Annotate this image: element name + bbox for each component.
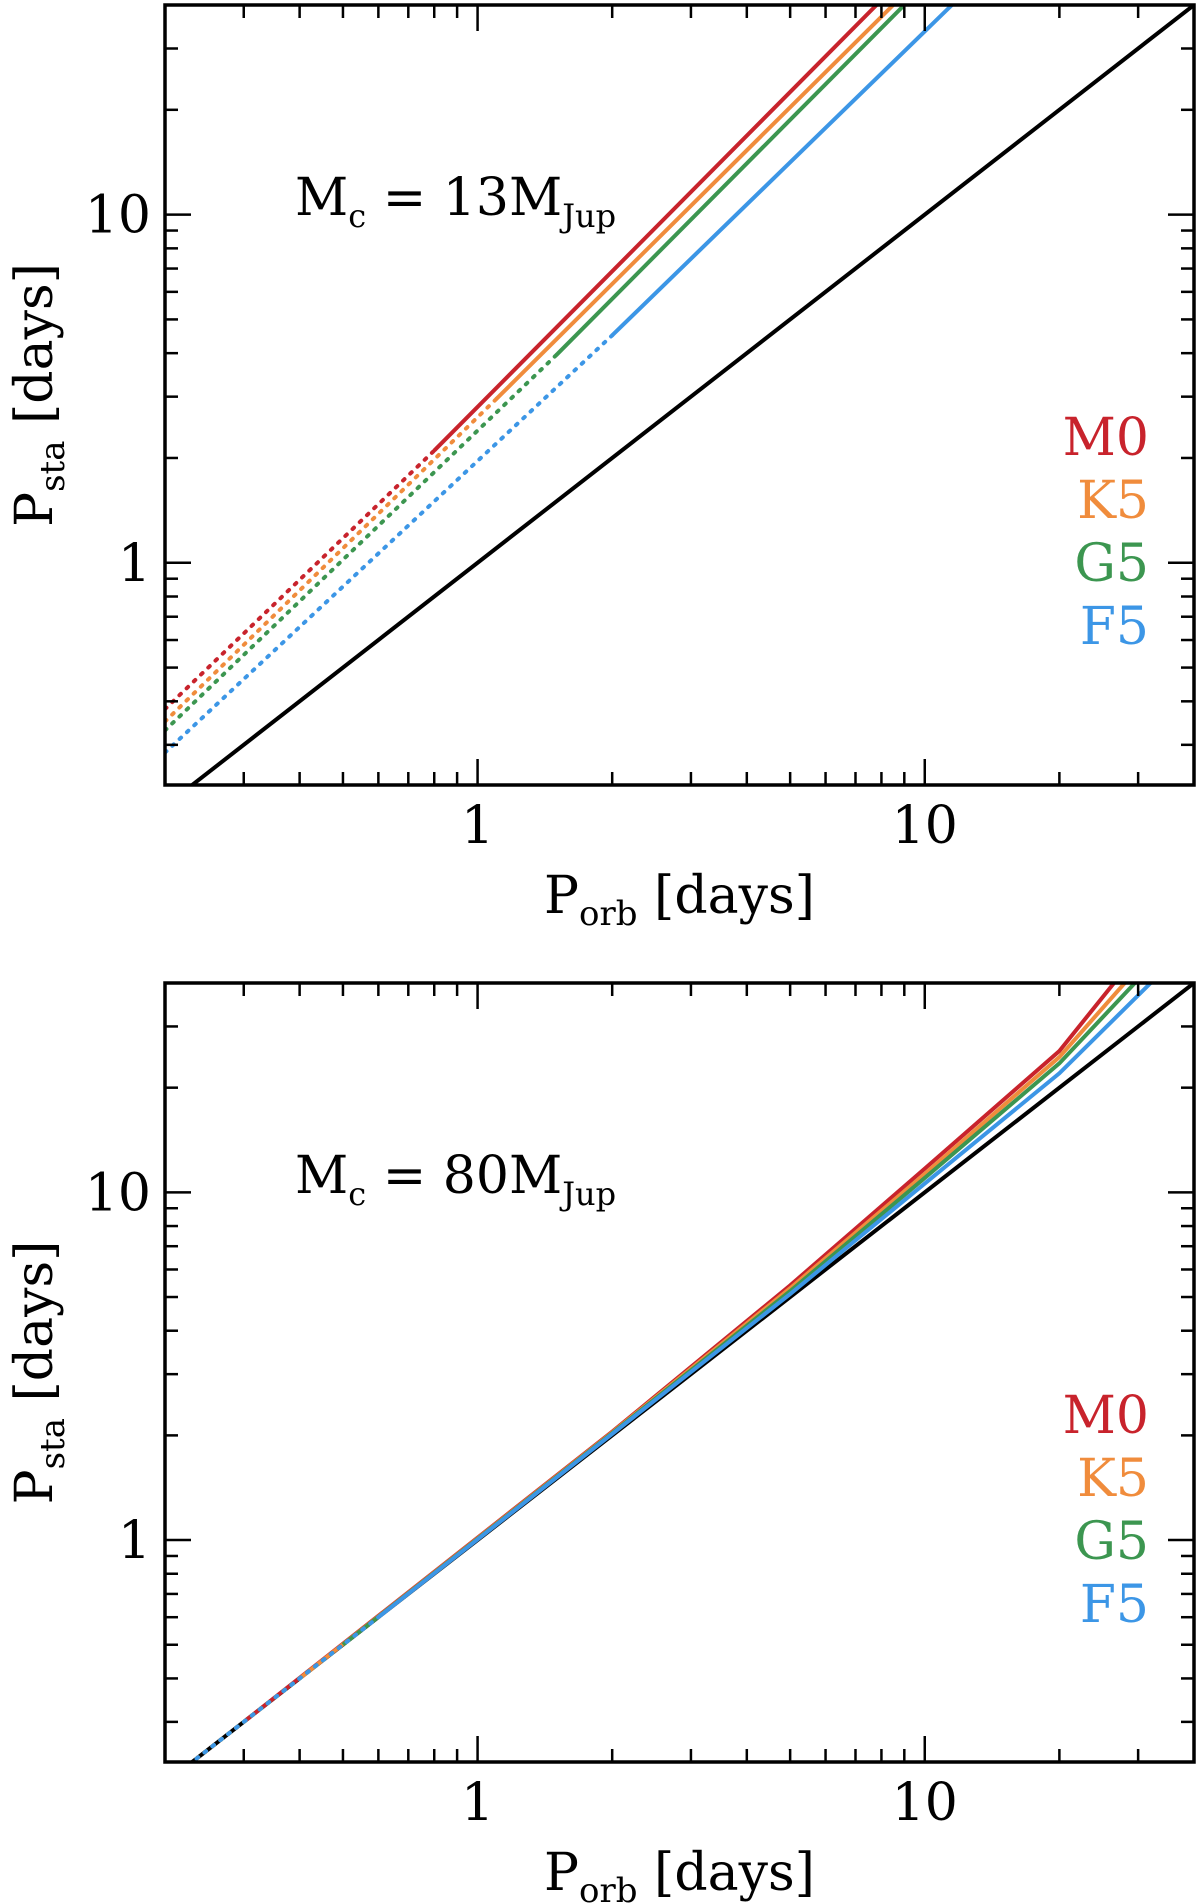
x-tick-label-10: 10 bbox=[892, 1773, 958, 1833]
annotation-value: = 80M bbox=[366, 1146, 562, 1206]
x-axis-label: Porb [days] bbox=[544, 866, 815, 934]
legend-m0: M0 bbox=[1063, 408, 1149, 468]
annotation-m: M bbox=[295, 1146, 348, 1206]
plot-curves bbox=[188, 983, 1194, 1762]
legend-m0: M0 bbox=[1063, 1386, 1149, 1446]
y-tick-label-10: 10 bbox=[85, 1163, 151, 1223]
series-g5-solid bbox=[341, 983, 1137, 1647]
annotation-sub-jup: Jup bbox=[559, 197, 616, 235]
legend-g5: G5 bbox=[1074, 534, 1149, 594]
legend-g5: G5 bbox=[1074, 1512, 1149, 1572]
series-f5-solid bbox=[610, 5, 954, 337]
plot-frame bbox=[163, 981, 1196, 1764]
reference-line bbox=[188, 5, 1194, 785]
series-f5-solid bbox=[377, 983, 1153, 1619]
series-f5-dotted bbox=[165, 333, 615, 755]
y-axis-label: Psta [days] bbox=[5, 263, 73, 527]
series-g5-dotted bbox=[165, 353, 559, 733]
legend-k5: K5 bbox=[1077, 471, 1149, 531]
x-axis-label-sub: orb bbox=[579, 1871, 638, 1903]
y-axis-label: Psta [days] bbox=[5, 1241, 73, 1505]
x-axis-label-main: P bbox=[544, 1843, 579, 1903]
series-m0-dotted bbox=[165, 448, 437, 712]
y-tick-label-10: 10 bbox=[85, 186, 151, 246]
series-k5-solid bbox=[494, 5, 895, 401]
series-k5-dotted bbox=[165, 397, 499, 724]
series-k5-solid bbox=[298, 983, 1127, 1681]
x-axis-label-rest: [days] bbox=[638, 866, 815, 926]
annotation-sub-jup: Jup bbox=[559, 1175, 616, 1213]
y-axis-label-main: P bbox=[5, 492, 65, 527]
y-tick-label-1: 1 bbox=[118, 1511, 151, 1571]
x-axis-label: Porb [days] bbox=[544, 1843, 815, 1903]
x-tick-label-1: 1 bbox=[461, 796, 494, 856]
mass-annotation: Mc = 80MJup bbox=[295, 1146, 616, 1213]
plot-frame bbox=[163, 3, 1196, 787]
x-axis-label-main: P bbox=[544, 866, 579, 926]
annotation-m: M bbox=[295, 168, 348, 228]
legend-f5: F5 bbox=[1080, 1575, 1149, 1635]
x-axis-label-rest: [days] bbox=[638, 1843, 815, 1903]
x-tick-label-1: 1 bbox=[461, 1773, 494, 1833]
annotation-value: = 13M bbox=[366, 168, 562, 228]
tick-marks bbox=[163, 981, 1196, 1762]
series-g5-solid bbox=[554, 5, 906, 357]
y-axis-label-sub: sta bbox=[33, 441, 73, 492]
y-axis-label-sub: sta bbox=[33, 1418, 73, 1469]
x-tick-label-10: 10 bbox=[892, 796, 958, 856]
tick-marks bbox=[163, 3, 1196, 785]
y-axis-label-main: P bbox=[5, 1469, 65, 1504]
annotation-sub-c: c bbox=[348, 197, 366, 235]
y-axis-label-rest: [days] bbox=[5, 1241, 65, 1418]
x-axis-label-sub: orb bbox=[579, 894, 638, 934]
series-m0-solid bbox=[242, 983, 1116, 1724]
y-axis-label-rest: [days] bbox=[5, 263, 65, 440]
plot-curves bbox=[165, 5, 1194, 785]
y-tick-label-1: 1 bbox=[118, 534, 151, 594]
mass-annotation: Mc = 13MJup bbox=[295, 168, 616, 235]
annotation-sub-c: c bbox=[348, 1175, 366, 1213]
legend-f5: F5 bbox=[1080, 597, 1149, 657]
legend-k5: K5 bbox=[1077, 1449, 1149, 1509]
series-m0-solid bbox=[432, 5, 878, 453]
